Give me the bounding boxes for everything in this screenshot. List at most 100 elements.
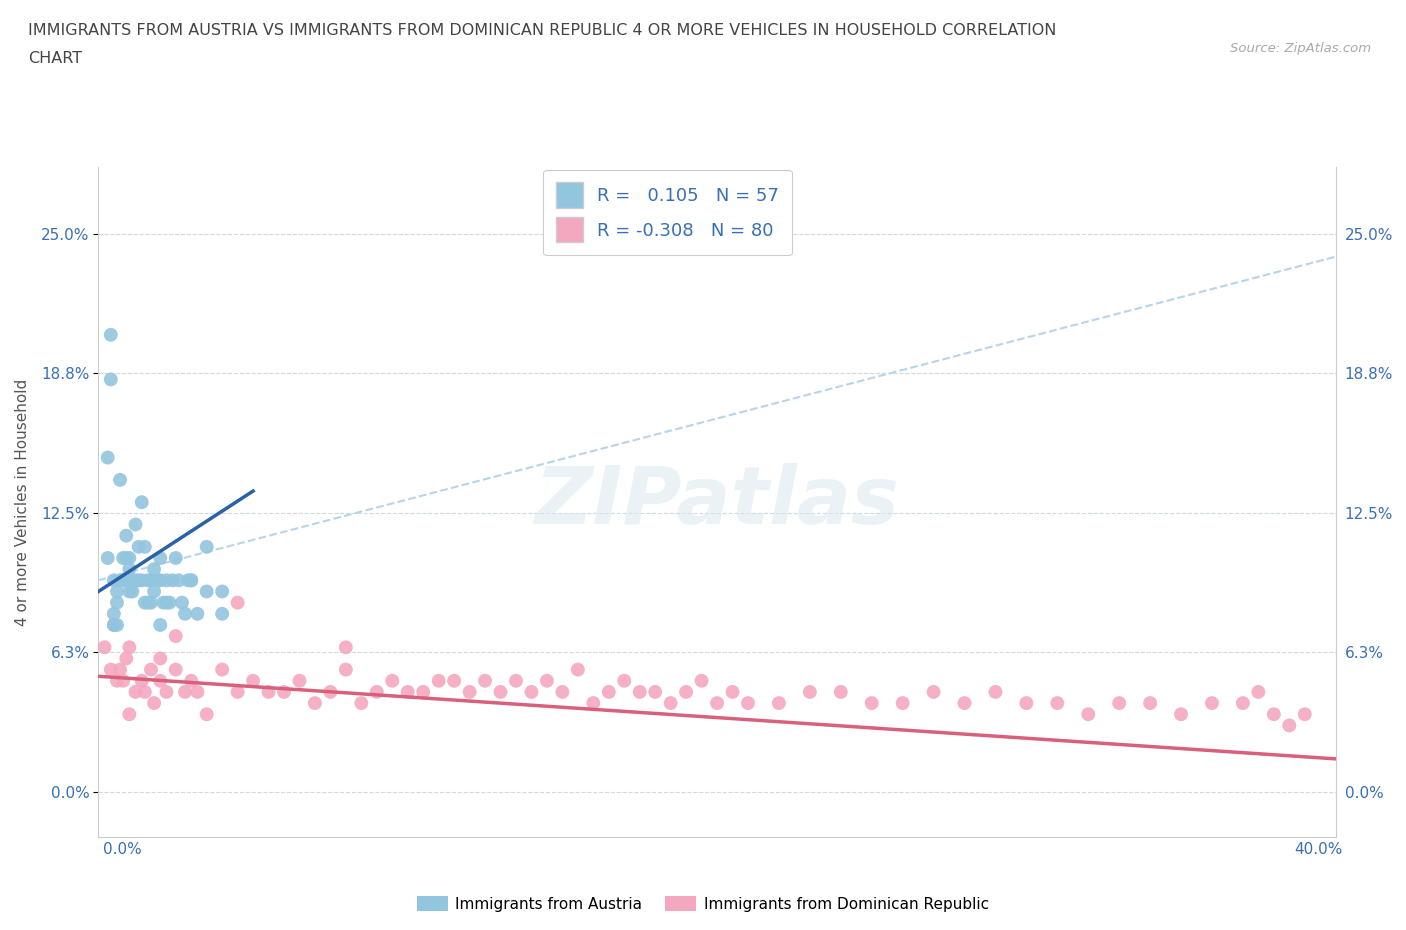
Point [536, 673, 558, 688]
Point [121, 584, 143, 599]
Text: ZIPatlas: ZIPatlas [534, 463, 900, 541]
Point [628, 684, 651, 699]
Point [427, 673, 450, 688]
Point [128, 539, 150, 554]
Point [128, 573, 150, 588]
Point [115, 651, 138, 666]
Point [1108, 696, 1130, 711]
Point [131, 573, 153, 588]
Point [105, 618, 128, 632]
Point [412, 684, 434, 699]
Point [675, 684, 697, 699]
Point [165, 629, 187, 644]
Point [124, 684, 146, 699]
Point [149, 673, 172, 688]
Point [115, 528, 138, 543]
Point [155, 573, 177, 588]
Point [177, 573, 200, 588]
Point [211, 606, 233, 621]
Point [139, 662, 162, 677]
Point [146, 573, 169, 588]
Point [108, 662, 131, 677]
Point [97, 450, 120, 465]
Point [226, 595, 249, 610]
Point [644, 684, 666, 699]
Point [136, 595, 159, 610]
Point [1046, 696, 1069, 711]
Point [108, 472, 131, 487]
Point [103, 606, 125, 621]
Point [136, 573, 159, 588]
Point [1015, 696, 1038, 711]
Text: 40.0%: 40.0% [1295, 842, 1343, 857]
Point [134, 684, 156, 699]
Point [474, 673, 496, 688]
Point [273, 684, 295, 699]
Point [180, 573, 202, 588]
Point [443, 673, 465, 688]
Point [489, 684, 512, 699]
Point [108, 573, 131, 588]
Point [103, 573, 125, 588]
Point [953, 696, 976, 711]
Point [984, 684, 1007, 699]
Point [211, 662, 233, 677]
Point [139, 595, 162, 610]
Point [143, 562, 166, 577]
Point [139, 573, 162, 588]
Legend: Immigrants from Austria, Immigrants from Dominican Republic: Immigrants from Austria, Immigrants from… [411, 889, 995, 918]
Point [97, 551, 120, 565]
Point [134, 539, 156, 554]
Point [551, 684, 574, 699]
Point [598, 684, 620, 699]
Point [830, 684, 852, 699]
Point [118, 562, 141, 577]
Point [131, 673, 153, 688]
Point [737, 696, 759, 711]
Point [366, 684, 388, 699]
Point [165, 551, 187, 565]
Point [799, 684, 821, 699]
Point [152, 595, 174, 610]
Point [186, 684, 208, 699]
Point [1247, 684, 1270, 699]
Point [105, 584, 128, 599]
Y-axis label: 4 or more Vehicles in Household: 4 or more Vehicles in Household [15, 379, 30, 626]
Text: IMMIGRANTS FROM AUSTRIA VS IMMIGRANTS FROM DOMINICAN REPUBLIC 4 OR MORE VEHICLES: IMMIGRANTS FROM AUSTRIA VS IMMIGRANTS FR… [28, 23, 1056, 38]
Point [155, 595, 177, 610]
Point [186, 606, 208, 621]
Point [170, 595, 193, 610]
Point [659, 696, 682, 711]
Point [93, 640, 115, 655]
Point [124, 573, 146, 588]
Point [134, 595, 156, 610]
Point [288, 673, 311, 688]
Point [396, 684, 419, 699]
Point [112, 673, 135, 688]
Point [335, 662, 357, 677]
Point [149, 573, 172, 588]
Point [582, 696, 605, 711]
Point [121, 573, 143, 588]
Point [319, 684, 342, 699]
Point [1201, 696, 1223, 711]
Point [174, 684, 197, 699]
Point [124, 517, 146, 532]
Point [1139, 696, 1161, 711]
Point [100, 372, 122, 387]
Point [100, 662, 122, 677]
Text: Source: ZipAtlas.com: Source: ZipAtlas.com [1230, 42, 1371, 55]
Text: CHART: CHART [28, 51, 82, 66]
Point [103, 618, 125, 632]
Point [112, 551, 135, 565]
Point [381, 673, 404, 688]
Point [174, 606, 197, 621]
Point [149, 551, 172, 565]
Point [350, 696, 373, 711]
Point [103, 618, 125, 632]
Point [690, 673, 713, 688]
Point [768, 696, 790, 711]
Point [706, 696, 728, 711]
Point [143, 584, 166, 599]
Point [242, 673, 264, 688]
